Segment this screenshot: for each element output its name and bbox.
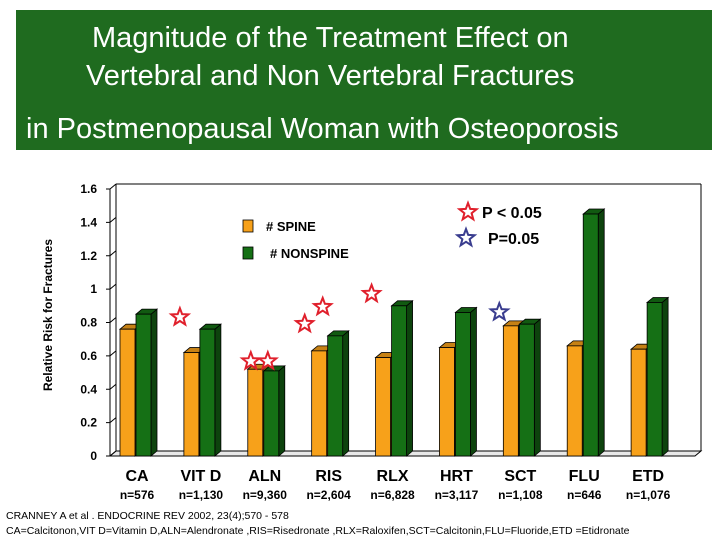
chart-title-line-3: in Postmenopausal Woman with Osteoporosi… — [26, 113, 619, 145]
bar-front-face — [199, 328, 216, 457]
bar-front-face — [263, 370, 280, 457]
bar-front-face — [646, 302, 663, 457]
x-category-label: FLU — [569, 468, 600, 485]
nonspine-bar — [326, 329, 350, 457]
red-star-icon — [239, 349, 263, 371]
bar-front-face — [630, 348, 647, 457]
bar-front-face — [582, 213, 599, 457]
y-tick-label: 1 — [90, 282, 97, 296]
x-category-label: SCT — [504, 468, 536, 485]
bar-front-face — [311, 350, 328, 457]
bar-front-face — [135, 313, 152, 457]
y-tick-depth — [109, 283, 117, 290]
y-tick-label: 1.2 — [80, 249, 97, 263]
y-tick-depth — [109, 317, 117, 323]
significance-legend-label: P < 0.05 — [482, 205, 542, 222]
sample-size-label: n=3,117 — [435, 488, 479, 502]
bar-side-face — [661, 296, 669, 457]
bar-front-face — [391, 305, 407, 457]
red-star-icon — [456, 200, 480, 222]
y-tick-label: 1.6 — [80, 182, 97, 196]
y-tick-depth — [109, 183, 117, 190]
sample-size-label: n=576 — [120, 488, 155, 502]
chart-title-line-1: Magnitude of the Treatment Effect on — [92, 22, 569, 54]
bar-front-face — [518, 323, 535, 457]
bar-front-face — [566, 345, 583, 457]
bar-front-face — [502, 325, 519, 457]
bar-side-face — [214, 323, 222, 457]
sample-size-label: n=646 — [567, 488, 602, 502]
x-category-label: RLX — [377, 468, 409, 485]
bar-front-face — [327, 335, 344, 457]
abbreviation-note: CA=Calcitonon,VIT D=Vitamin D,ALN=Alendr… — [6, 525, 630, 537]
bar-front-face — [375, 357, 391, 457]
bar-front-face — [247, 368, 264, 457]
bar-side-face — [406, 299, 413, 457]
x-category-label: HRT — [440, 468, 473, 485]
title-banner — [16, 10, 712, 150]
y-tick-label: 0 — [90, 449, 97, 463]
legend-label: # SPINE — [266, 219, 316, 234]
red-star-icon — [168, 305, 192, 327]
y-tick-depth — [109, 383, 117, 390]
y-axis-label: Relative Risk for Fractures — [41, 239, 55, 391]
y-tick-label: 0.6 — [80, 349, 97, 363]
red-star-icon — [293, 312, 316, 334]
x-category-label: VIT D — [180, 468, 221, 485]
blue-star-icon — [454, 226, 478, 248]
blue-star-icon — [488, 300, 511, 322]
nonspine-bar — [198, 323, 222, 457]
red-star-icon — [311, 295, 334, 317]
sample-size-label: n=2,604 — [306, 488, 351, 502]
bar-side-face — [150, 308, 158, 457]
x-category-label: ETD — [632, 468, 664, 485]
nonspine-bar — [646, 296, 670, 457]
red-star-icon — [256, 349, 280, 371]
y-tick-label: 0.8 — [80, 316, 97, 330]
nonspine-bar — [390, 299, 414, 457]
red-star-icon — [360, 281, 383, 304]
sample-size-label: n=1,108 — [498, 488, 543, 502]
sample-size-label: n=1,130 — [179, 488, 224, 502]
nonspine-bar — [454, 306, 478, 457]
bar-front-face — [455, 312, 471, 457]
legend: # SPINE # NONSPINE — [216, 212, 378, 270]
y-tick-depth — [109, 216, 117, 223]
y-tick-label: 1.4 — [80, 215, 97, 229]
bar-side-face — [342, 329, 350, 457]
x-category-label: RIS — [315, 468, 342, 485]
nonspine-bar — [582, 208, 606, 457]
chart-title-line-2: Vertebral and Non Vertebral Fractures — [86, 60, 575, 92]
bar-side-face — [533, 318, 541, 457]
y-tick-label: 0.2 — [80, 416, 97, 430]
bar-front-face — [183, 352, 200, 457]
bar-front-face — [119, 328, 136, 457]
x-category-label: ALN — [248, 468, 281, 485]
y-tick-depth — [109, 250, 117, 257]
legend-label: # NONSPINE — [270, 246, 349, 261]
x-category-label: CA — [125, 468, 149, 485]
y-tick-depth — [109, 417, 117, 424]
legend-swatch-spine — [242, 219, 254, 233]
bar-front-face — [439, 347, 455, 457]
sample-size-label: n=1,076 — [626, 488, 671, 502]
citation: CRANNEY A et al . ENDOCRINE REV 2002, 23… — [6, 510, 289, 522]
bar-side-face — [597, 208, 605, 457]
bar-side-face — [278, 365, 286, 457]
y-tick-depth — [109, 350, 117, 357]
nonspine-bar — [262, 365, 286, 457]
nonspine-bar — [134, 308, 159, 457]
legend-swatch-nonspine — [242, 246, 254, 260]
bar-side-face — [470, 306, 477, 457]
sample-size-label: n=9,360 — [243, 488, 288, 502]
nonspine-bar — [518, 318, 542, 457]
sample-size-label: n=6,828 — [370, 488, 415, 502]
significance-legend-label: P=0.05 — [488, 231, 539, 248]
y-tick-depth — [109, 450, 117, 457]
y-tick-label: 0.4 — [80, 382, 97, 396]
